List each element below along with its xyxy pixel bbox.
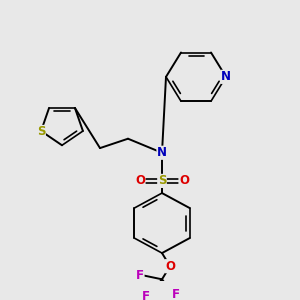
Text: O: O — [179, 174, 189, 188]
Text: O: O — [135, 174, 145, 188]
Text: N: N — [221, 70, 231, 83]
Text: O: O — [165, 260, 175, 273]
Text: F: F — [136, 269, 144, 282]
Text: F: F — [142, 290, 150, 300]
Text: S: S — [37, 125, 45, 139]
Text: S: S — [158, 174, 166, 188]
Text: F: F — [172, 288, 180, 300]
Text: N: N — [157, 146, 167, 159]
